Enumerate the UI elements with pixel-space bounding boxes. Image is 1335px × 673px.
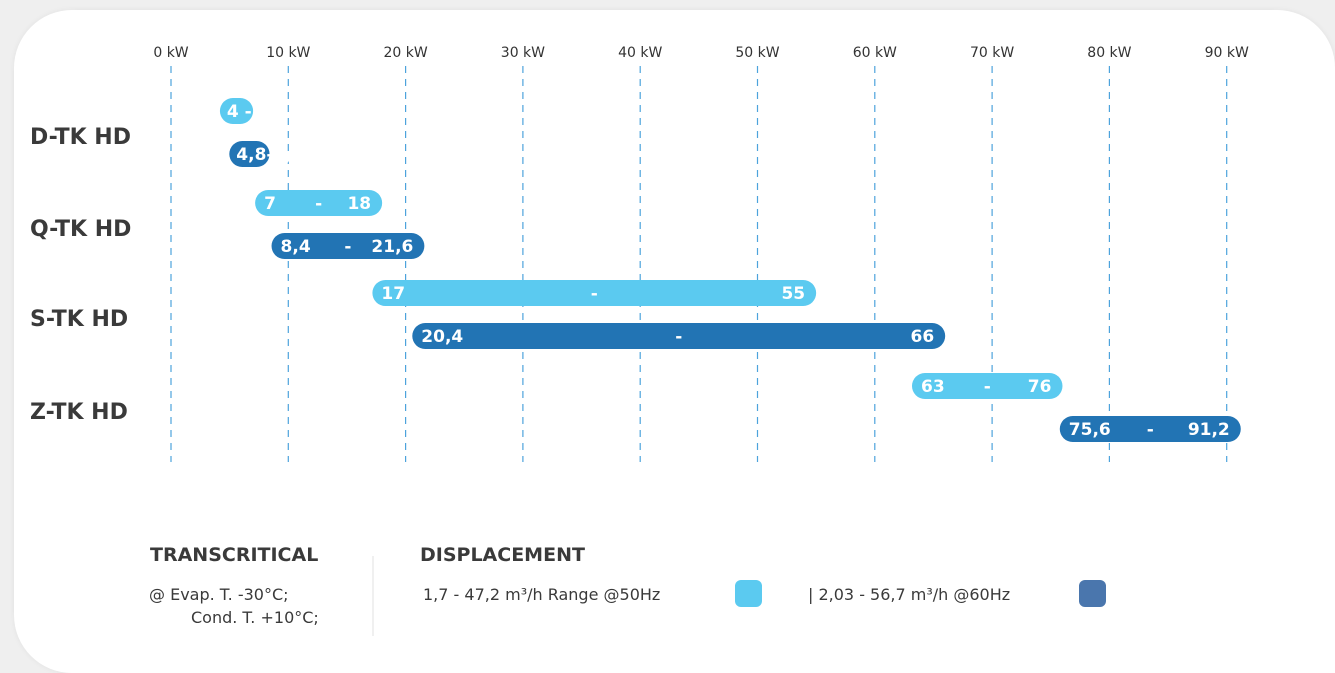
row-label: S-TK HD (30, 307, 128, 332)
bar-label-start: 17 (381, 284, 405, 304)
bar-label-start: 8,4 (281, 237, 311, 257)
range-bar (271, 233, 425, 259)
bar-label: 4 - 7 (227, 102, 270, 122)
bar-label-end: 21,6 (371, 237, 413, 257)
x-tick-label: 20 kW (383, 45, 427, 61)
x-tick-label: 0 kW (153, 45, 188, 61)
x-tick-label: 60 kW (853, 45, 897, 61)
bar-label-start: 63 (921, 377, 945, 397)
cond-temperature-text: Cond. T. +10°C; (191, 608, 319, 627)
swatch-50hz (735, 580, 762, 607)
x-tick-label: 30 kW (501, 45, 545, 61)
bar-label-separator: - (675, 327, 682, 347)
x-tick-label: 50 kW (735, 45, 779, 61)
range-bar (229, 141, 270, 167)
range-bar (1059, 416, 1241, 442)
bar-label-start: 20,4 (421, 327, 463, 347)
x-tick-label: 80 kW (1087, 45, 1131, 61)
swatch-60hz (1079, 580, 1106, 607)
range-60hz-text: | 2,03 - 56,7 m³/h @60Hz (808, 585, 1011, 604)
bar-label-end: 55 (781, 284, 805, 304)
bar-label: 4,8-8,4 (236, 145, 303, 165)
bar-label-separator: - (591, 284, 598, 304)
bar-label-separator: - (984, 377, 991, 397)
bar-label-start: 75,6 (1069, 420, 1111, 440)
range-bar (255, 190, 383, 216)
bar-label-separator: - (344, 237, 351, 257)
bar-label-separator: - (1147, 420, 1154, 440)
row-label: D-TK HD (30, 125, 131, 150)
range-50hz-text: 1,7 - 47,2 m³/h Range @50Hz (423, 585, 661, 604)
row-label: Z-TK HD (30, 400, 128, 425)
range-bar (412, 323, 946, 349)
bar-label-start: 7 (264, 194, 276, 214)
bar-label-end: 18 (347, 194, 371, 214)
bar-label-end: 91,2 (1188, 420, 1230, 440)
bar-label-separator: - (315, 194, 322, 214)
bar-label-end: 66 (911, 327, 935, 347)
legend-divider (372, 556, 374, 636)
evap-temperature-text: @ Evap. T. -30°C; (149, 585, 289, 604)
transcritical-title: TRANSCRITICAL (150, 544, 319, 566)
bar-label-end: 76 (1028, 377, 1052, 397)
row-label: Q-TK HD (30, 217, 131, 242)
x-tick-label: 40 kW (618, 45, 662, 61)
range-bar (911, 373, 1063, 399)
x-tick-label: 90 kW (1205, 45, 1249, 61)
range-bar (372, 280, 817, 306)
x-tick-label: 10 kW (266, 45, 310, 61)
range-bar (219, 98, 254, 124)
displacement-title: DISPLACEMENT (420, 544, 585, 566)
x-tick-label: 70 kW (970, 45, 1014, 61)
